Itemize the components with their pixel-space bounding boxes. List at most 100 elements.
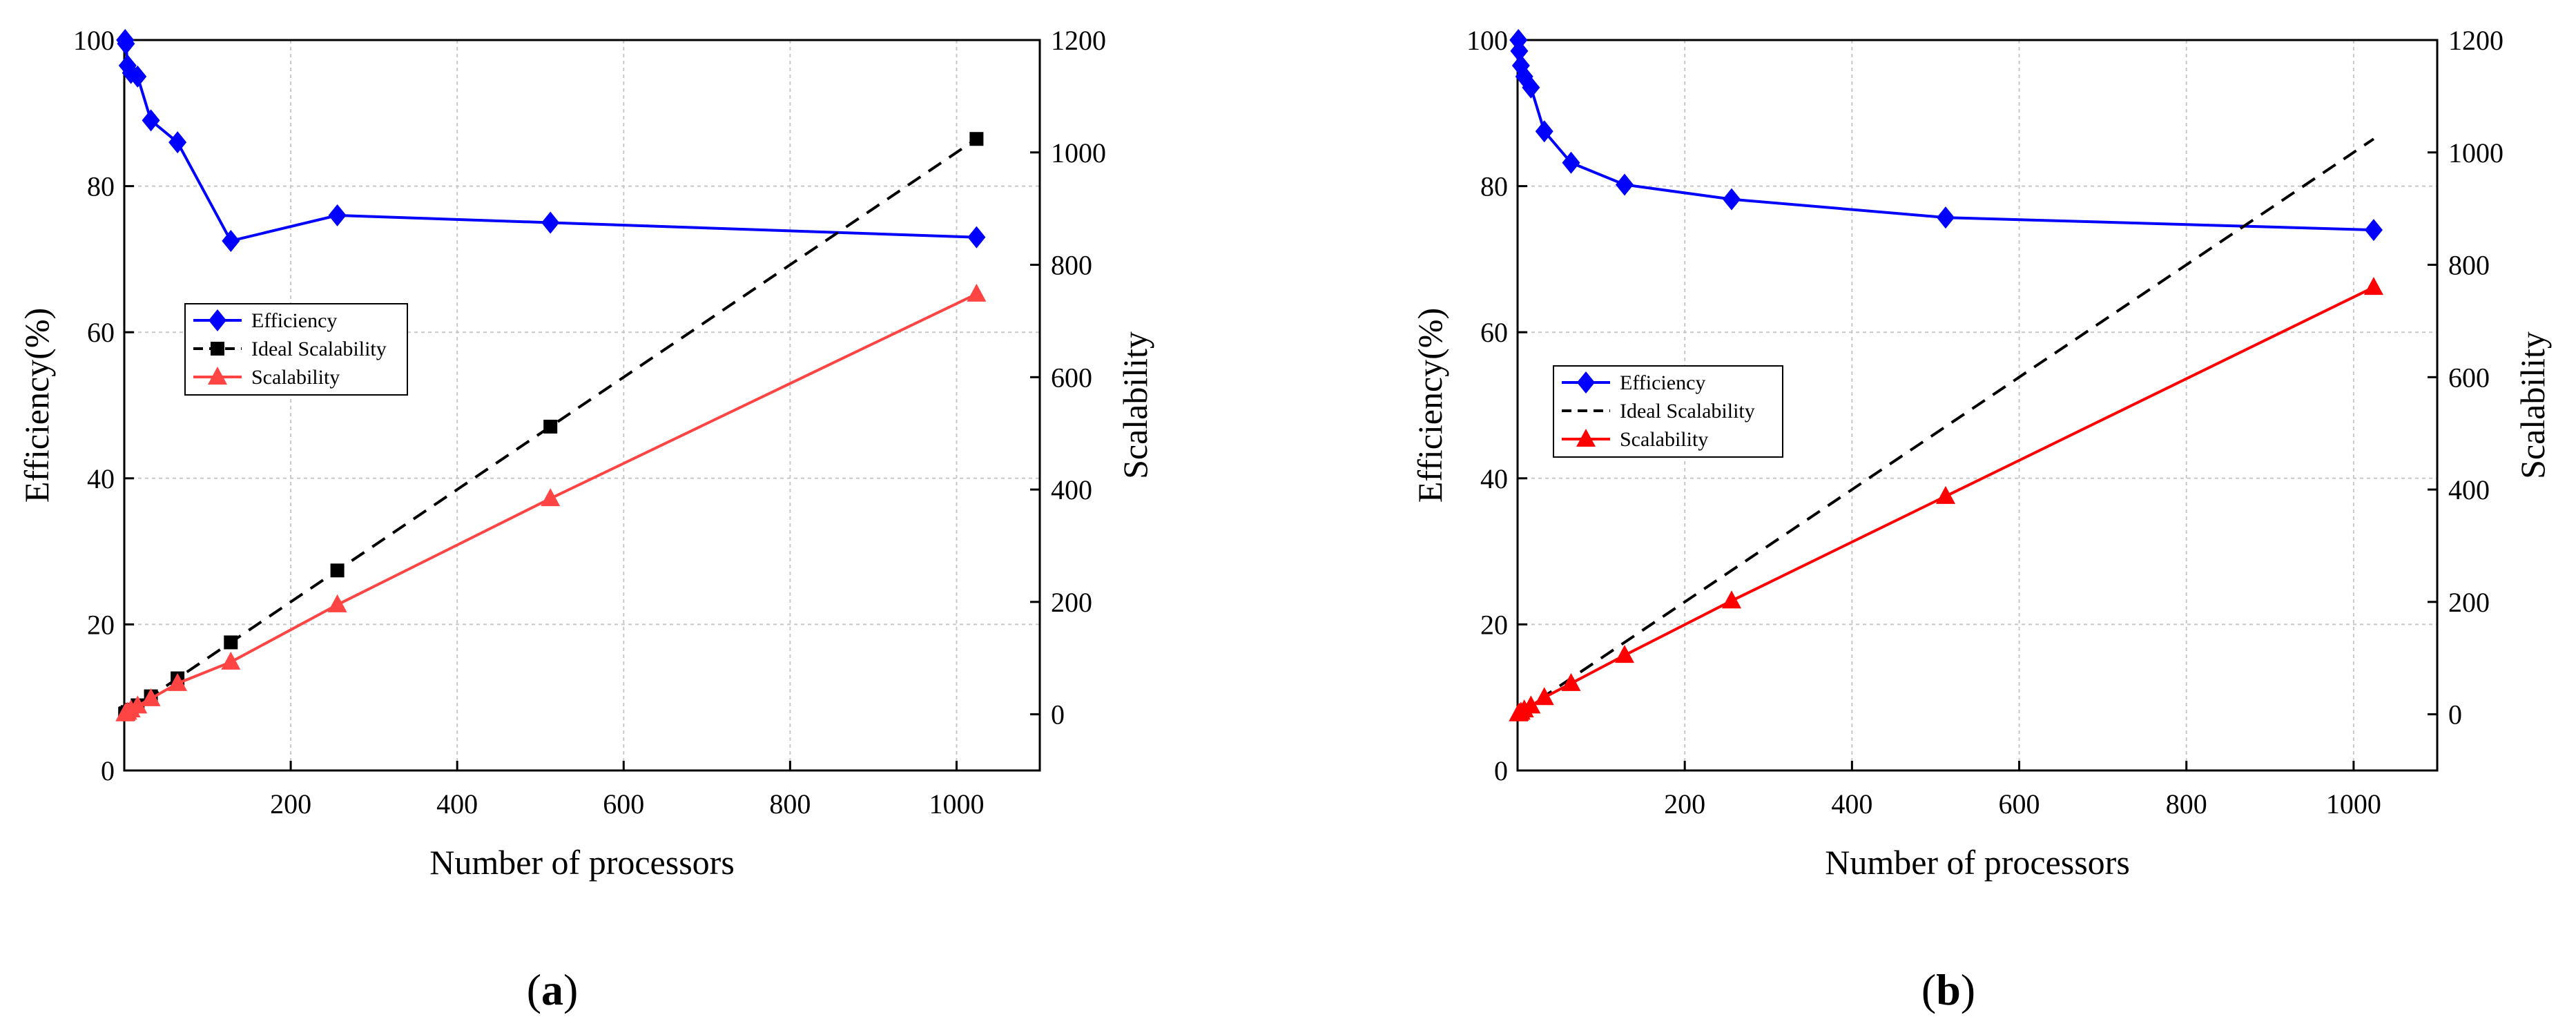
data-point [2364, 219, 2383, 242]
data-point [1722, 188, 1741, 211]
data-point [969, 132, 984, 146]
legend-item: Efficiency [1562, 371, 1705, 394]
legend-swatch-marker [1577, 371, 1595, 394]
caption-close: ) [1961, 965, 1975, 1014]
data-point [967, 226, 986, 249]
data-point [1521, 695, 1541, 714]
data-point [128, 695, 148, 714]
data-point [1561, 672, 1581, 691]
y-right-tick-label: 600 [2448, 362, 2490, 393]
data-point [1614, 645, 1634, 663]
x-tick-label: 400 [436, 788, 478, 820]
y-left-tick-label: 0 [1494, 755, 1508, 786]
x-tick-label: 1000 [929, 788, 984, 820]
y-right-axis-title: Scalability [2513, 331, 2552, 479]
legend-swatch-marker [208, 367, 227, 385]
y-right-tick-label: 1000 [2448, 137, 2504, 168]
x-tick-label: 600 [1999, 788, 2040, 820]
legend-label: Efficiency [1620, 371, 1705, 394]
y-left-tick-label: 80 [1480, 171, 1508, 202]
series-scalability [115, 283, 987, 721]
legend-swatch-marker [211, 342, 224, 356]
y-left-tick-label: 100 [1466, 25, 1508, 56]
x-tick-label: 400 [1831, 788, 1872, 820]
data-point [221, 651, 241, 670]
data-point [128, 65, 147, 88]
legend-item: Ideal Scalability [1562, 400, 1755, 423]
data-point [142, 109, 160, 132]
legend-label: Ideal Scalability [1620, 400, 1755, 423]
series-scalability [1509, 277, 2383, 721]
y-right-tick-label: 1200 [1051, 25, 1106, 56]
data-point [1721, 590, 1741, 609]
y-right-tick-label: 400 [1051, 474, 1092, 505]
series-line [1518, 137, 2375, 715]
y-right-tick-label: 400 [2448, 474, 2490, 505]
series-efficiency [116, 29, 986, 252]
legend-swatch-marker [209, 309, 226, 331]
data-point [117, 32, 135, 55]
data-point [1535, 120, 1553, 143]
data-point [1562, 151, 1580, 174]
y-left-tick-label: 80 [87, 171, 115, 202]
y-left-tick-label: 60 [87, 317, 115, 348]
data-point [1522, 76, 1540, 99]
data-point [541, 211, 560, 234]
chart-panel-a: 200 400 600 800 1000020406080100020040060080… [17, 25, 1154, 1014]
data-point [168, 672, 188, 691]
y-right-tick-label: 0 [1051, 699, 1065, 730]
y-right-tick-label: 800 [2448, 250, 2490, 281]
legend-label: Scalability [1620, 428, 1708, 451]
caption-letter: b [1936, 965, 1961, 1014]
data-point [541, 488, 561, 507]
y-right-tick-label: 800 [1051, 250, 1092, 281]
y-left-tick-label: 0 [101, 755, 115, 786]
y-right-tick-label: 600 [1051, 362, 1092, 393]
panel-caption-a: (a) [527, 965, 579, 1014]
data-point [2363, 277, 2383, 295]
y-left-axis-title: Efficiency(%) [1411, 308, 1449, 503]
x-axis-title: Number of processors [429, 843, 735, 882]
data-point [224, 635, 238, 650]
legend: Efficiency Ideal Scalability Scalability [1553, 365, 1783, 458]
x-tick-label: 1000 [2326, 788, 2381, 820]
data-point [328, 204, 347, 226]
y-right-tick-label: 1000 [1051, 137, 1106, 168]
x-tick-label: 600 [603, 788, 644, 820]
data-point [168, 131, 187, 154]
legend-item: Efficiency [193, 309, 337, 332]
legend-label: Scalability [251, 366, 340, 389]
plot-frame [123, 39, 1041, 772]
data-point [1510, 39, 1529, 62]
x-tick-label: 200 [270, 788, 311, 820]
legend-label: Efficiency [251, 309, 337, 332]
y-left-tick-label: 60 [1480, 317, 1508, 348]
y-right-axis-title: Scalability [1116, 331, 1154, 479]
data-point [222, 229, 240, 252]
y-right-tick-label: 1200 [2448, 25, 2504, 56]
y-left-axis-title: Efficiency(%) [17, 308, 56, 503]
legend-item: Ideal Scalability [193, 338, 387, 360]
series-efficiency [1509, 29, 2383, 242]
data-point [330, 563, 345, 578]
caption-open: ( [1921, 965, 1936, 1014]
series-ideal-scalability [1518, 137, 2375, 715]
legend-swatch-marker [1576, 429, 1596, 447]
data-point [543, 419, 558, 434]
plot-frame [1516, 39, 2439, 772]
y-left-tick-label: 20 [87, 609, 115, 640]
x-tick-label: 800 [769, 788, 811, 820]
data-point [1534, 687, 1554, 706]
y-left-tick-label: 20 [1480, 609, 1508, 640]
data-point [141, 688, 161, 706]
y-left-tick-label: 100 [73, 25, 115, 56]
data-point [967, 283, 987, 302]
legend-item: Scalability [1562, 428, 1708, 451]
caption-letter: a [541, 965, 563, 1014]
caption-open: ( [527, 965, 541, 1014]
panel-caption-b: (b) [1921, 965, 1975, 1014]
legend-item: Scalability [193, 366, 340, 389]
series-line [1517, 39, 2374, 232]
